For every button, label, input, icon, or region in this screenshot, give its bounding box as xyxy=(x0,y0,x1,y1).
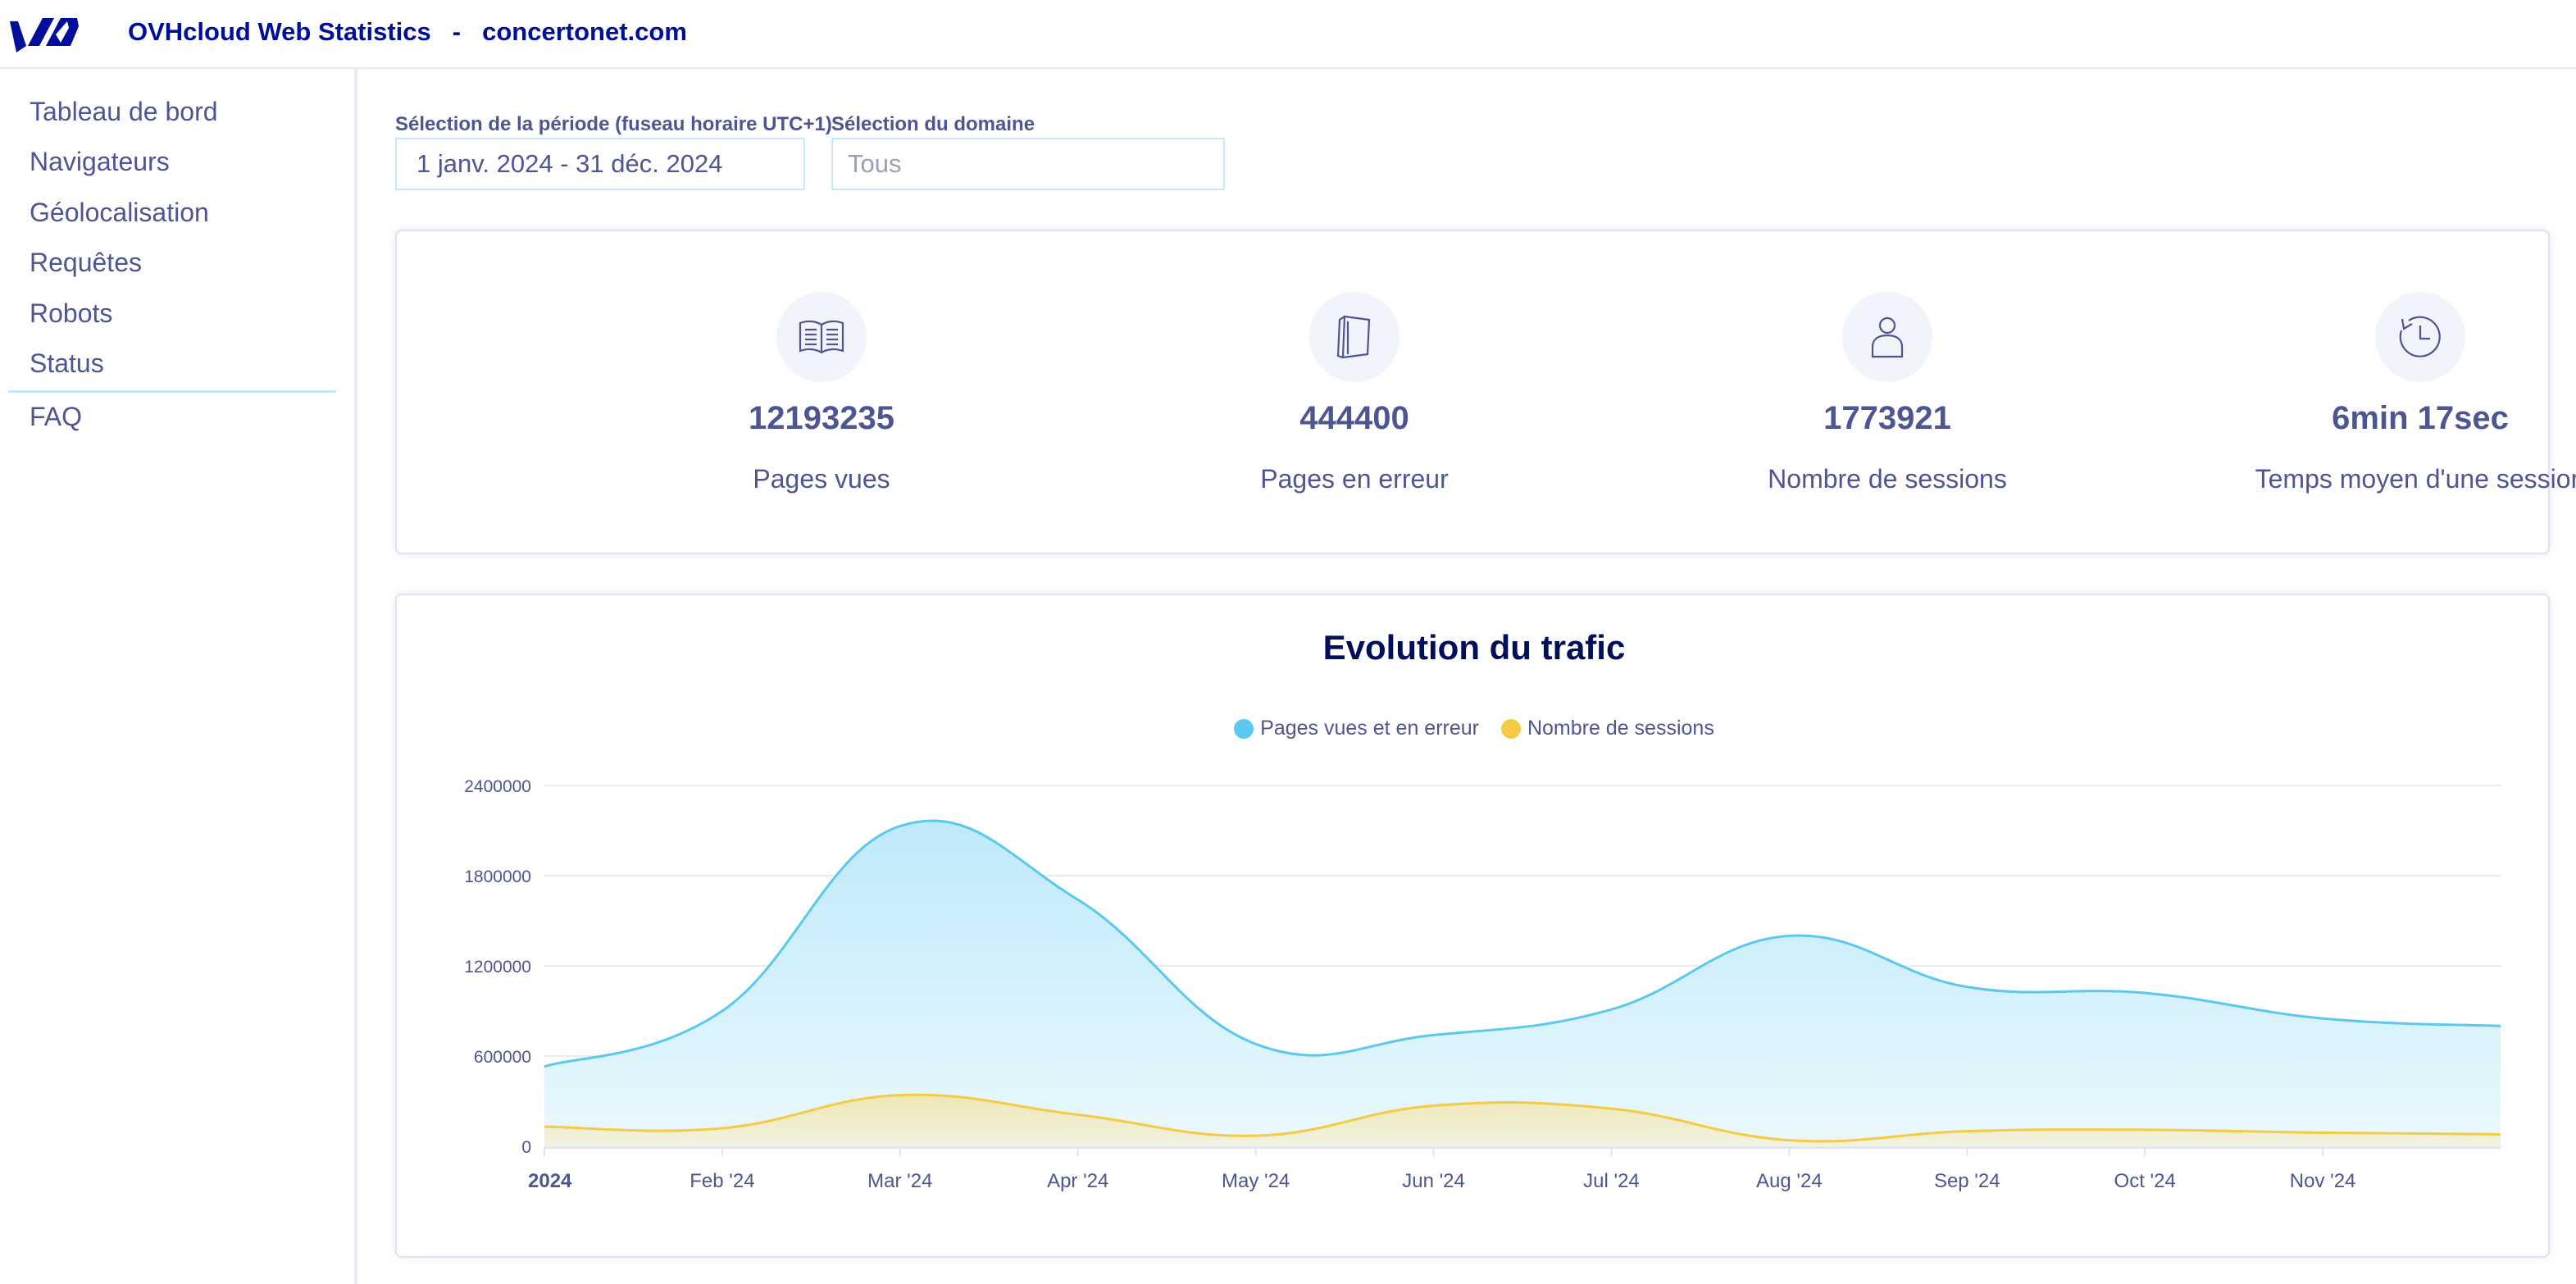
sidebar-item-geolocalisation[interactable]: Géolocalisation xyxy=(30,198,209,227)
domain-label: Sélection du domaine xyxy=(831,113,1035,135)
app-header: OVHcloud Web Statistics - concertonet.com xyxy=(0,0,2576,69)
stat-value: 6min 17sec xyxy=(2332,400,2509,436)
stat-label: Temps moyen d'une session xyxy=(2255,464,2576,494)
legend-item-sessions[interactable]: Nombre de sessions xyxy=(1500,717,1714,740)
legend-item-pages[interactable]: Pages vues et en erreur xyxy=(1234,717,1479,740)
y-tick-label: 1800000 xyxy=(464,867,531,886)
app-title-text: OVHcloud Web Statistics xyxy=(128,17,431,46)
stat-pages-en-erreur: 444400 Pages en erreur xyxy=(1108,231,1600,556)
y-tick-label: 2400000 xyxy=(464,777,531,796)
traffic-chart-card: Evolution du trafic Pages vues et en err… xyxy=(395,594,2550,1258)
period-picker[interactable]: 1 janv. 2024 - 31 déc. 2024 xyxy=(395,138,805,190)
chart-title: Evolution du trafic xyxy=(1322,628,1626,667)
legend-label-pages: Pages vues et en erreur xyxy=(1260,717,1479,740)
x-tick-label: Apr '24 xyxy=(1047,1170,1108,1192)
traffic-chart: 0 600000 1200000 1800000 2400000 2024 Feb '24 M… xyxy=(464,777,2501,1192)
x-tick-label: 2024 xyxy=(528,1170,572,1192)
y-tick-label: 600000 xyxy=(474,1048,531,1067)
domain-input[interactable] xyxy=(848,149,1223,179)
area-fill-sessions xyxy=(544,1095,2501,1146)
x-tick-label: Nov '24 xyxy=(2290,1170,2356,1192)
legend-label-sessions: Nombre de sessions xyxy=(1527,717,1714,740)
open-book-icon xyxy=(776,292,867,382)
y-tick-label: 0 xyxy=(521,1138,531,1157)
sidebar: Tableau de bord Navigateurs Géolocalisat… xyxy=(0,69,357,1284)
x-tick-label: Aug '24 xyxy=(1756,1170,1823,1192)
y-tick-label: 1200000 xyxy=(464,958,531,977)
stat-label: Pages en erreur xyxy=(1260,464,1449,494)
series-line-pages[interactable] xyxy=(544,819,2501,1068)
x-tick-label: Jun '24 xyxy=(1402,1170,1465,1192)
period-value: 1 janv. 2024 - 31 déc. 2024 xyxy=(416,149,723,178)
stat-value: 1773921 xyxy=(1823,400,1951,436)
stat-label: Nombre de sessions xyxy=(1768,464,2007,494)
stat-label: Pages vues xyxy=(753,464,890,494)
user-icon xyxy=(1842,292,1932,382)
x-tick-label: Sep '24 xyxy=(1934,1170,2000,1192)
stat-value: 12193235 xyxy=(749,400,894,436)
chart-legend: Pages vues et en erreur Nombre de sessio… xyxy=(397,717,2551,744)
stat-value: 444400 xyxy=(1299,400,1409,436)
sidebar-divider xyxy=(8,390,336,393)
domain-select[interactable] xyxy=(831,138,1225,190)
sidebar-item-robots[interactable]: Robots xyxy=(30,298,113,328)
sidebar-item-tableau-de-bord[interactable]: Tableau de bord xyxy=(30,97,218,126)
legend-dot-pages xyxy=(1234,718,1254,739)
period-label: Sélection de la période (fuseau horaire … xyxy=(395,113,832,135)
sidebar-item-faq[interactable]: FAQ xyxy=(30,402,83,431)
sidebar-item-status[interactable]: Status xyxy=(30,348,104,378)
clock-history-icon xyxy=(2375,292,2465,382)
domain-name: concertonet.com xyxy=(482,17,687,46)
x-tick-label: Oct '24 xyxy=(2114,1170,2176,1192)
x-tick-label: Mar '24 xyxy=(867,1170,932,1192)
ovhcloud-logo-icon[interactable] xyxy=(7,10,80,56)
stats-card: 12193235 Pages vues 444400 Pages en erre… xyxy=(395,230,2576,556)
x-tick-label: May '24 xyxy=(1222,1170,1290,1192)
title-separator: - xyxy=(452,17,462,46)
x-tick-label: Feb '24 xyxy=(690,1170,754,1192)
sidebar-item-navigateurs[interactable]: Navigateurs xyxy=(30,147,170,176)
x-tick-label: Jul '24 xyxy=(1583,1170,1640,1192)
legend-dot-sessions xyxy=(1500,718,1521,739)
stat-temps-moyen: 6min 17sec Temps moyen d'une session xyxy=(2174,231,2576,556)
stat-nombre-de-sessions: 1773921 Nombre de sessions xyxy=(1641,231,2133,556)
app-title: OVHcloud Web Statistics - concertonet.com xyxy=(128,0,687,64)
stat-pages-vues: 12193235 Pages vues xyxy=(576,231,1067,556)
area-fill-pages xyxy=(544,821,2501,1146)
sidebar-item-requetes[interactable]: Requêtes xyxy=(30,248,142,277)
series-line-sessions[interactable] xyxy=(544,1093,2501,1143)
closed-book-icon xyxy=(1309,292,1400,382)
